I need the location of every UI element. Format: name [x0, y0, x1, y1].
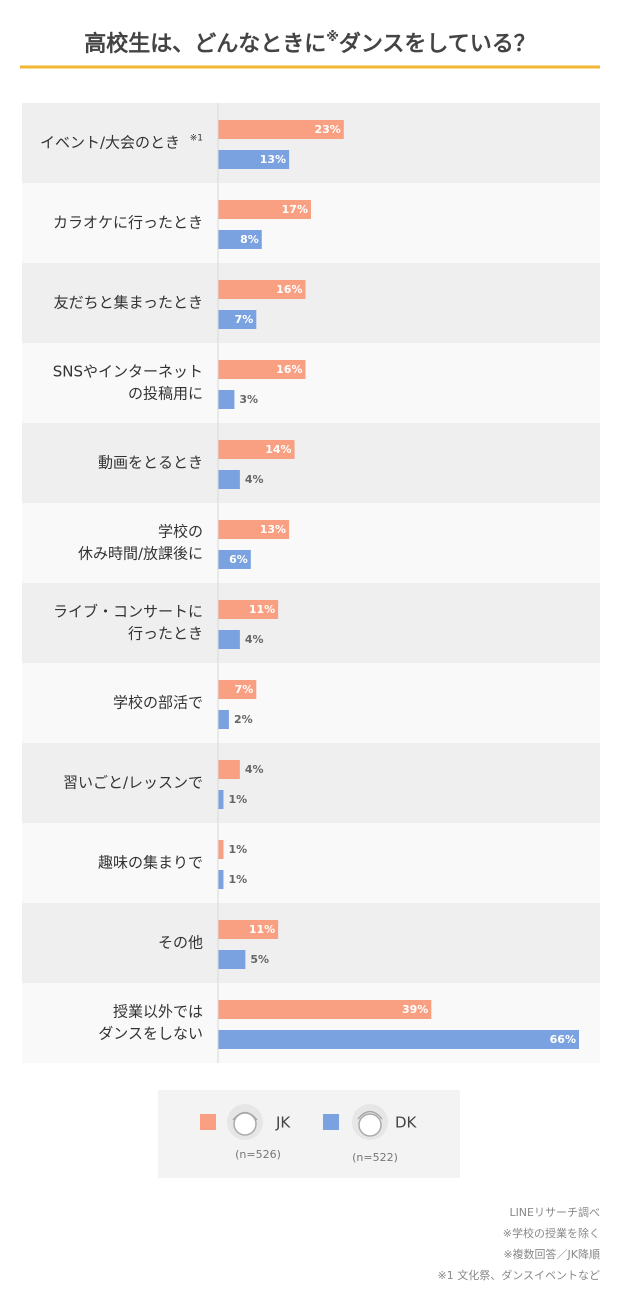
legend-label: JK — [275, 1114, 291, 1132]
value-label: 1% — [228, 843, 247, 856]
category-label: 休み時間/放課後に — [78, 545, 203, 563]
value-label: 11% — [249, 923, 275, 936]
value-label: 66% — [550, 1033, 576, 1046]
footnote: ※複数回答／JK降順 — [503, 1247, 600, 1261]
footnote: LINEリサーチ調べ — [509, 1205, 600, 1219]
bar — [218, 550, 251, 569]
legend-sample: (n=526) — [235, 1148, 281, 1161]
category-label: の投稿用に — [128, 385, 203, 403]
value-label: 4% — [245, 633, 264, 646]
row-background — [22, 583, 600, 663]
footnote: ※学校の授業を除く — [503, 1226, 600, 1240]
value-label: 8% — [240, 233, 259, 246]
value-label: 4% — [245, 763, 264, 776]
category-label: 授業以外では — [113, 1003, 203, 1021]
bar — [218, 790, 224, 809]
bar — [218, 310, 257, 329]
legend-label: DK — [395, 1114, 418, 1132]
bar — [218, 710, 229, 729]
row-background — [22, 823, 600, 903]
value-label: 39% — [402, 1003, 428, 1016]
title-mark: ※ — [326, 30, 339, 45]
row-background — [22, 103, 600, 183]
row-background — [22, 743, 600, 823]
bar — [218, 760, 240, 779]
legend: JK (n=526) DK (n=522) — [200, 1104, 418, 1164]
value-label: 14% — [265, 443, 291, 456]
category-label: その他 — [158, 934, 203, 952]
value-label: 23% — [314, 123, 340, 136]
bar — [218, 520, 290, 539]
value-label: 13% — [260, 523, 286, 536]
legend-swatch — [323, 1114, 339, 1130]
category-label: 友だちと集まったとき — [54, 294, 203, 312]
title-text: ダンスをしている？ — [339, 31, 536, 57]
row-background — [22, 183, 600, 263]
category-label: カラオケに行ったとき — [53, 214, 203, 232]
value-label: 1% — [228, 873, 247, 886]
category-label: 学校の部活で — [113, 694, 203, 712]
value-label: 5% — [250, 953, 269, 966]
value-label: 4% — [245, 473, 264, 486]
bar — [218, 680, 257, 699]
bar — [218, 280, 306, 299]
dk-icon — [352, 1104, 388, 1140]
row-background — [22, 903, 600, 983]
bar — [218, 470, 240, 489]
value-label: 1% — [228, 793, 247, 806]
bar — [218, 600, 279, 619]
value-label: 16% — [276, 283, 302, 296]
row-background — [22, 663, 600, 743]
bar — [218, 1000, 432, 1019]
value-label: 7% — [235, 313, 254, 326]
value-label: 3% — [239, 393, 258, 406]
bar — [218, 390, 235, 409]
title-text: 高校生は、どんなときに — [84, 31, 326, 57]
bar — [218, 1030, 579, 1049]
category-label: 学校の — [158, 523, 203, 541]
row-background — [22, 343, 600, 423]
bar — [218, 200, 311, 219]
footnote: ※1 文化祭、ダンスイベントなど — [438, 1268, 601, 1282]
category-label: イベント/大会のとき — [40, 134, 180, 152]
row-background — [22, 263, 600, 343]
row-background — [22, 983, 600, 1063]
legend-swatch — [200, 1114, 216, 1130]
category-label: 習いごと/レッスンで — [63, 774, 203, 792]
bar — [218, 870, 224, 889]
bar — [218, 120, 344, 139]
legend-box — [158, 1090, 460, 1178]
category-label: ライブ・コンサートに — [53, 603, 203, 621]
bar — [218, 230, 262, 249]
category-label: SNSやインターネット — [53, 363, 203, 381]
value-label: 7% — [235, 683, 254, 696]
value-label: 13% — [260, 153, 286, 166]
bar — [218, 150, 290, 169]
category-label: ダンスをしない — [98, 1025, 203, 1043]
value-label: 2% — [234, 713, 253, 726]
value-label: 17% — [282, 203, 308, 216]
category-note: ※1 — [190, 134, 203, 144]
value-label: 11% — [249, 603, 275, 616]
value-label: 6% — [229, 553, 248, 566]
plot: イベント/大会のとき ※1 23% 13% カラオケに行ったとき 17% 8% 友だちと集まっ… — [22, 103, 600, 1063]
bar — [218, 950, 246, 969]
bar — [218, 630, 240, 649]
bar — [218, 920, 279, 939]
bar — [218, 440, 295, 459]
bar — [218, 360, 306, 379]
category-label: 行ったとき — [128, 625, 203, 643]
legend-sample: (n=522) — [352, 1151, 398, 1164]
chart-title: 高校生は、どんなときに※ダンスをしている？ — [84, 30, 536, 58]
value-label: 16% — [276, 363, 302, 376]
category-label: 動画をとるとき — [98, 454, 203, 472]
footnotes: LINEリサーチ調べ ※学校の授業を除く ※複数回答／JK降順 ※1 文化祭、ダンスイ… — [438, 1205, 601, 1282]
row-background — [22, 503, 600, 583]
bar — [218, 840, 224, 859]
jk-icon — [227, 1104, 263, 1140]
category-label: 趣味の集まりで — [98, 854, 203, 872]
row-background — [22, 423, 600, 503]
